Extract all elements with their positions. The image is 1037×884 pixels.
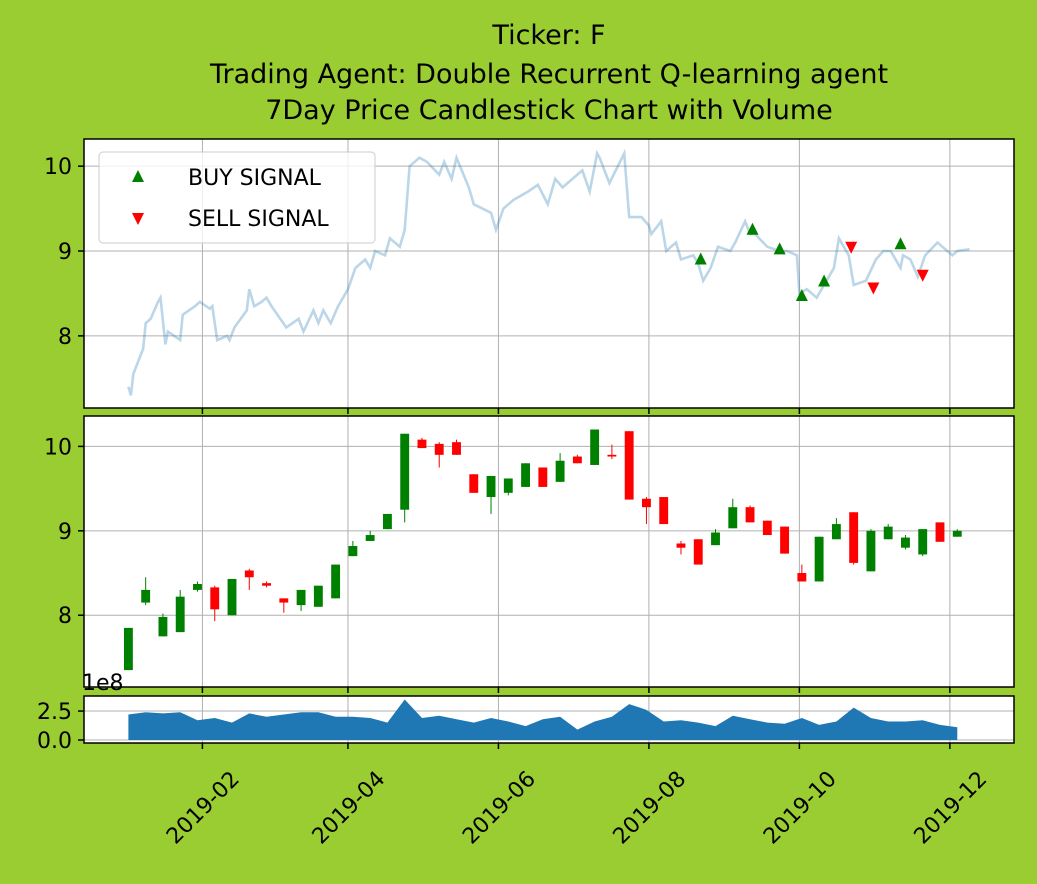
signal-marker — [694, 252, 707, 265]
signal-marker — [894, 237, 907, 250]
volume-area — [128, 699, 958, 740]
chart-title: Trading Agent: Double Recurrent Q-learni… — [209, 59, 888, 90]
candle-body — [175, 596, 185, 633]
plot-frame — [83, 415, 1015, 688]
chart-title: 7Day Price Candlestick Chart with Volume — [265, 95, 833, 126]
axis-offset-label: 1e8 — [82, 671, 124, 696]
candle-body — [797, 573, 807, 582]
candle-body — [469, 474, 479, 493]
candle-body — [331, 564, 341, 599]
plot-frame — [83, 138, 1015, 409]
candle-body — [279, 598, 289, 603]
price-line — [127, 148, 970, 396]
candle-body — [313, 585, 323, 607]
candle-body — [365, 535, 375, 541]
candle-body — [296, 589, 306, 606]
candle-body — [210, 587, 220, 610]
candle-body — [711, 532, 720, 546]
y-tick-label: 10 — [44, 435, 72, 460]
candle-body — [693, 539, 703, 565]
candle-body — [866, 530, 876, 572]
candle-body — [901, 537, 910, 548]
signal-marker — [867, 282, 880, 295]
candle-body — [590, 429, 600, 465]
chart-title: Ticker: F — [491, 20, 605, 51]
signal-marker — [773, 242, 786, 255]
signal-marker — [845, 241, 858, 254]
candle-body — [624, 431, 634, 500]
candle-body — [382, 513, 392, 530]
candle-body — [348, 546, 358, 557]
candle-body — [227, 578, 237, 616]
candle-body — [849, 512, 859, 563]
legend — [98, 151, 376, 244]
candle-body — [123, 627, 133, 671]
legend-label: BUY SIGNAL — [188, 166, 322, 191]
plot-area — [84, 416, 1014, 687]
y-tick-label: 8 — [58, 604, 72, 629]
candle-body — [434, 443, 444, 455]
candle-body — [745, 507, 755, 523]
candle-body — [417, 439, 427, 449]
candle-body — [503, 478, 513, 493]
candle-body — [452, 442, 461, 455]
candle-body — [400, 433, 410, 510]
candle-body — [659, 497, 669, 525]
y-tick-label: 9 — [58, 240, 72, 265]
candle-body — [262, 583, 271, 586]
candle-body — [728, 507, 738, 529]
y-tick-label: 10 — [44, 155, 72, 180]
candle-body — [193, 584, 202, 590]
y-tick-label: 0.0 — [37, 729, 72, 754]
candle-body — [831, 524, 841, 540]
candle-body — [607, 454, 617, 457]
candle-body — [538, 467, 548, 487]
candle-body — [244, 570, 254, 578]
signal-marker — [916, 269, 929, 282]
candle-body — [935, 522, 945, 542]
candle-body — [141, 589, 151, 603]
signal-marker — [818, 274, 831, 287]
candle-body — [676, 543, 686, 548]
candle-body — [918, 529, 928, 555]
legend-marker — [132, 213, 144, 225]
candle-body — [158, 616, 168, 637]
candle-body — [572, 456, 582, 464]
legend-marker — [132, 170, 144, 182]
candle-body — [952, 530, 962, 537]
candle-body — [814, 536, 824, 582]
y-tick-label: 8 — [58, 325, 72, 350]
candle-body — [762, 520, 772, 536]
legend-label: SELL SIGNAL — [188, 207, 329, 232]
candle-body — [555, 460, 565, 482]
candle-body — [642, 498, 651, 508]
candle-body — [780, 526, 790, 554]
signal-marker — [746, 222, 759, 235]
candle-body — [883, 526, 893, 540]
y-tick-label: 2.5 — [37, 700, 72, 725]
y-tick-label: 9 — [58, 520, 72, 545]
candle-body — [486, 475, 496, 498]
candle-body — [521, 463, 531, 487]
plot-frame — [83, 695, 1015, 744]
signal-marker — [795, 288, 808, 301]
